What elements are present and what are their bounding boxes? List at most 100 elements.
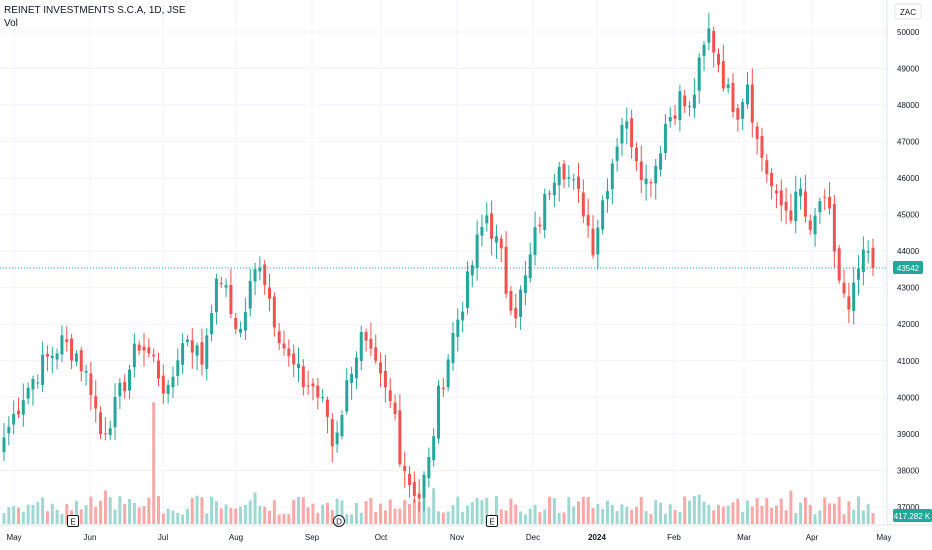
candle-body <box>161 375 165 394</box>
volume-bar <box>103 490 107 524</box>
x-tick-label: Oct <box>375 533 388 542</box>
candle-body <box>634 147 638 162</box>
volume-bar <box>514 504 518 524</box>
volume-bar <box>639 496 643 524</box>
candle-body <box>794 191 798 222</box>
earnings-marker[interactable]: E <box>486 515 498 527</box>
candlesticks <box>2 12 875 512</box>
volume-bar <box>779 498 783 524</box>
candle-body <box>181 343 185 365</box>
candle-body <box>736 108 740 120</box>
volume-bar <box>224 504 228 524</box>
candle-body <box>205 335 209 369</box>
x-tick-label: Aug <box>229 533 243 542</box>
candle-body <box>234 317 238 330</box>
y-tick-label: 48000 <box>897 101 920 110</box>
candle-body <box>659 153 663 170</box>
volume-bar <box>99 500 103 524</box>
last-price-tag: 43542 <box>893 261 923 274</box>
candle-body <box>422 474 426 498</box>
candle-body <box>774 190 778 194</box>
candle-body <box>543 194 547 230</box>
candle-body <box>65 339 69 343</box>
volume-bar <box>480 500 484 524</box>
candle-body <box>741 102 745 119</box>
volume-bar <box>837 496 841 524</box>
chart-title: REINET INVESTMENTS S.C.A, 1D, JSE <box>4 5 186 16</box>
volume-bar <box>509 498 513 524</box>
earnings-marker[interactable]: E <box>67 515 79 527</box>
volume-bar <box>789 490 793 524</box>
volume-bar <box>234 508 238 524</box>
volume-bar <box>755 498 759 524</box>
candle-body <box>311 383 315 387</box>
x-tick-label: Mar <box>737 533 751 542</box>
volume-bar <box>663 513 667 524</box>
candle-body <box>799 188 803 197</box>
y-tick-label: 45000 <box>897 211 920 220</box>
volume-bar <box>321 504 325 524</box>
volume-bar <box>567 497 571 524</box>
candle-body <box>301 366 305 388</box>
volume-bar <box>461 511 465 524</box>
volume-bar <box>248 500 252 524</box>
x-tick-label: 2024 <box>588 533 606 542</box>
volume-bar <box>847 501 851 524</box>
volume-bar <box>726 505 730 524</box>
volume-bar <box>552 498 556 524</box>
volume-bar <box>369 497 373 524</box>
volume-bar <box>692 496 696 524</box>
candle-body <box>79 350 83 372</box>
candle-body <box>268 287 272 299</box>
volume-bar <box>388 499 392 524</box>
last-price-value: 43542 <box>897 264 920 273</box>
volume-bar <box>393 508 397 524</box>
candle-body <box>731 82 735 113</box>
candle-body <box>644 178 648 185</box>
y-tick-label: 40000 <box>897 393 920 402</box>
candle-body <box>118 382 122 397</box>
candle-body <box>108 428 112 435</box>
volume-bar <box>156 496 160 524</box>
volume-bar <box>818 510 822 524</box>
candle-body <box>142 346 146 351</box>
candle-body <box>514 308 518 319</box>
volume-bar <box>272 500 276 524</box>
candle-body <box>7 426 11 434</box>
candle-body <box>359 332 363 361</box>
volume-bar <box>475 498 479 524</box>
candle-body <box>55 353 59 360</box>
candle-body <box>630 118 634 148</box>
dividend-marker[interactable]: D <box>333 515 345 527</box>
volume-bar <box>166 508 170 524</box>
candle-body <box>779 190 783 206</box>
volume-bar <box>519 511 523 524</box>
candle-body <box>523 275 527 294</box>
y-tick-label: 49000 <box>897 65 920 74</box>
candle-body <box>393 402 397 415</box>
volume-bar <box>470 502 474 524</box>
candle-body <box>577 176 581 189</box>
volume-bar <box>654 500 658 524</box>
volume-bar <box>374 512 378 524</box>
candle-body <box>760 136 764 158</box>
candle-body <box>572 179 576 181</box>
volume-bar <box>379 503 383 524</box>
candle-body <box>84 370 88 373</box>
candle-body <box>185 339 189 343</box>
candle-body <box>137 344 141 351</box>
volume-bar <box>359 512 363 524</box>
volume-bar <box>292 500 296 524</box>
time-axis[interactable]: May Jun Jul Aug Sep Oct Nov Dec 2024 Feb Mar Apr May <box>6 533 891 542</box>
y-tick-label: 39000 <box>897 430 920 439</box>
volume-bar <box>427 507 431 524</box>
candle-body <box>103 433 107 435</box>
volume-bar <box>799 502 803 524</box>
candle-body <box>258 267 262 272</box>
candle-body <box>832 203 836 252</box>
volume-bar <box>210 496 214 524</box>
price-axis[interactable]: 37000 38000 39000 40000 41000 42000 43000 44000… <box>897 28 920 512</box>
candle-body <box>272 296 276 328</box>
candle-body <box>379 362 383 374</box>
